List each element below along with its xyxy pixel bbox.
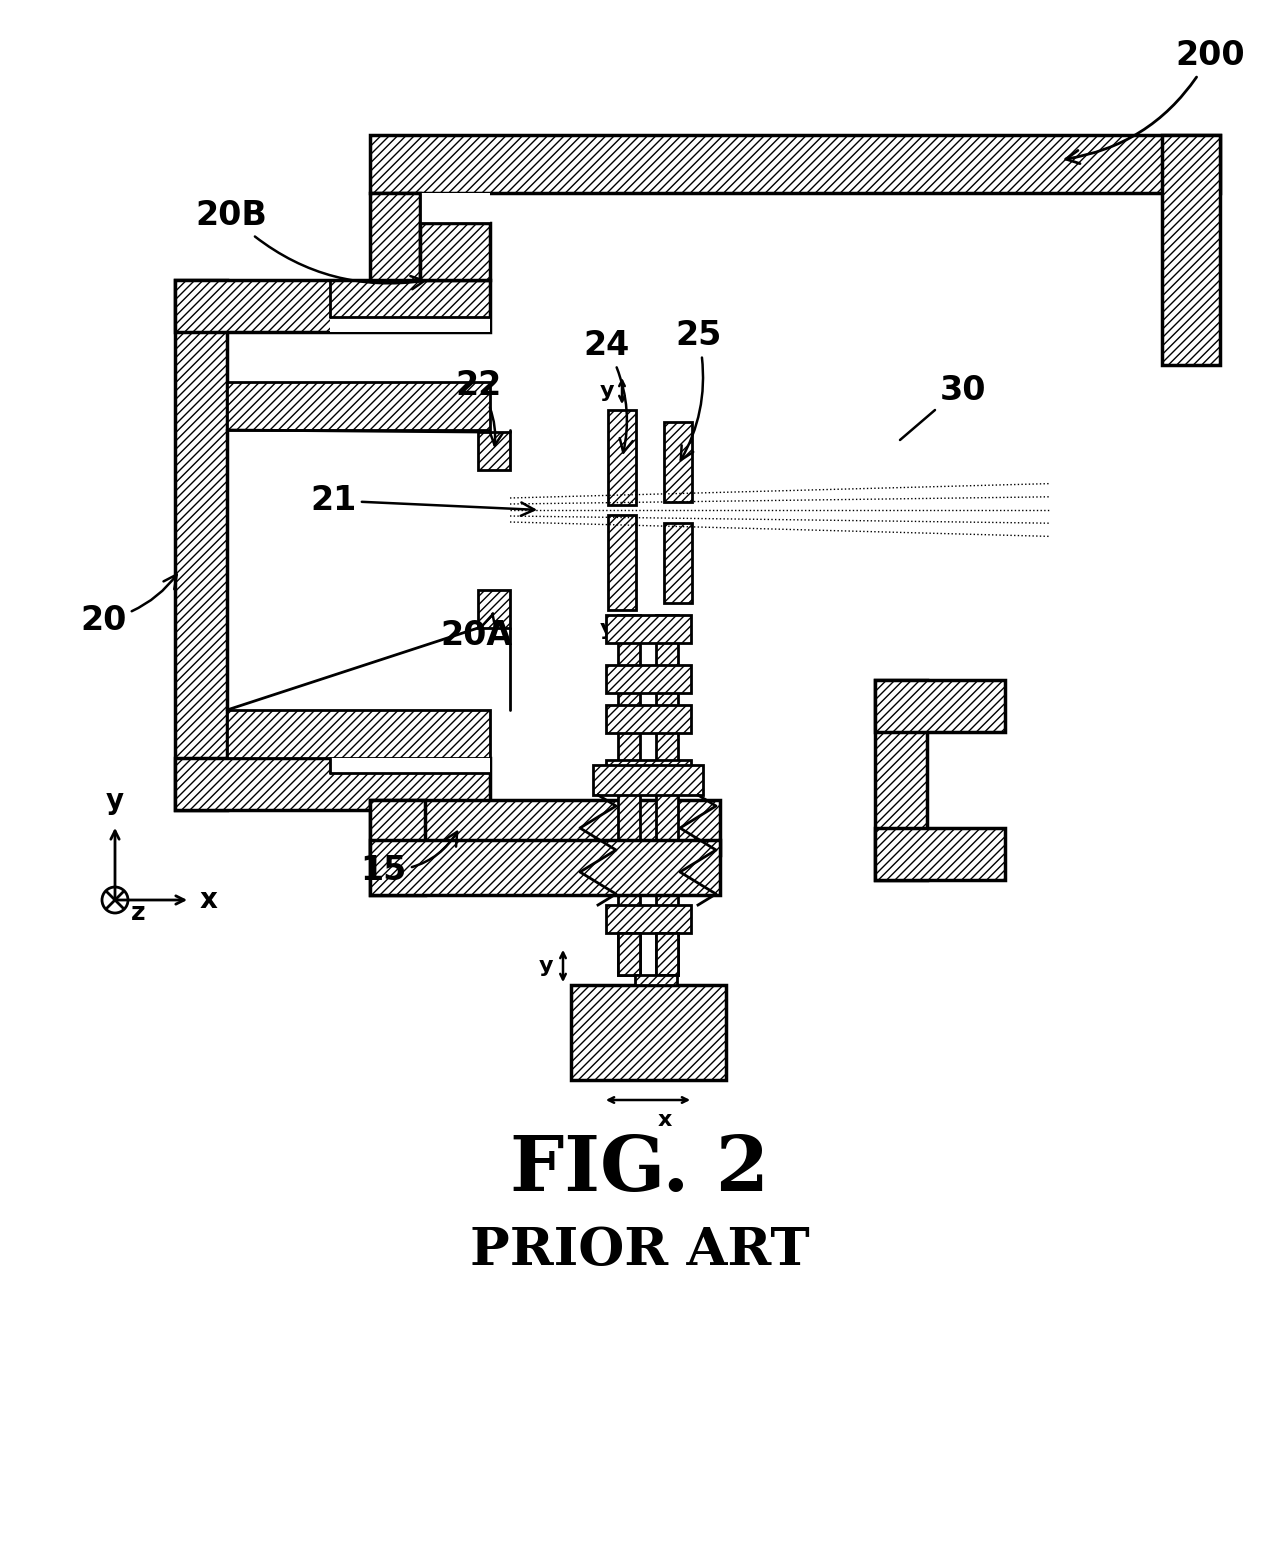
Bar (607, 760, 691, 788)
Bar (875, 680, 1005, 733)
Bar (664, 523, 693, 604)
Text: PRIOR ART: PRIOR ART (470, 1225, 810, 1276)
Bar (370, 192, 420, 279)
Text: 200: 200 (1065, 39, 1245, 163)
Text: y: y (105, 787, 125, 815)
Bar (370, 840, 720, 896)
Text: y: y (600, 619, 614, 639)
Bar (618, 615, 640, 975)
Bar (420, 223, 490, 279)
Bar (370, 799, 720, 855)
Text: 20: 20 (80, 574, 177, 636)
Text: 20B: 20B (195, 199, 424, 289)
Bar (227, 709, 490, 757)
Bar (1162, 135, 1219, 365)
Bar (330, 317, 490, 332)
Bar (657, 933, 678, 975)
Bar (370, 135, 1219, 192)
Text: x: x (200, 886, 218, 914)
Text: x: x (658, 1110, 672, 1130)
Text: y: y (600, 380, 614, 400)
Text: y: y (538, 956, 554, 976)
Bar (664, 422, 693, 501)
Bar (607, 615, 691, 643)
Bar (420, 192, 490, 223)
Bar (607, 905, 691, 933)
Bar (657, 615, 678, 975)
Text: 21: 21 (310, 484, 535, 517)
Bar (608, 410, 636, 504)
Bar (608, 515, 636, 610)
Bar (592, 765, 703, 795)
Text: 15: 15 (360, 832, 457, 888)
Text: 30: 30 (941, 374, 987, 407)
Bar (478, 431, 510, 470)
Bar (607, 705, 691, 733)
Bar (618, 933, 640, 975)
Bar (571, 986, 726, 1080)
Text: 20A: 20A (439, 613, 513, 652)
Bar (478, 590, 510, 629)
Bar (227, 382, 490, 430)
Bar (370, 799, 425, 896)
Text: 25: 25 (675, 320, 721, 461)
Bar (175, 279, 490, 332)
Text: FIG. 2: FIG. 2 (510, 1133, 770, 1207)
Bar (330, 757, 490, 773)
Bar (875, 680, 926, 880)
Bar (635, 975, 677, 986)
Bar (175, 279, 227, 810)
Text: z: z (131, 902, 145, 925)
Bar (607, 664, 691, 694)
Bar (175, 757, 490, 810)
Bar (875, 829, 1005, 880)
Text: 22: 22 (455, 369, 502, 445)
Text: 24: 24 (583, 329, 632, 453)
